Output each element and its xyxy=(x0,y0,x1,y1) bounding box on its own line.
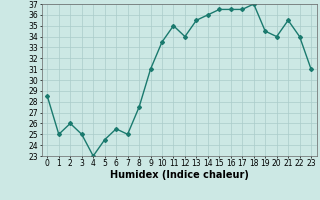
X-axis label: Humidex (Indice chaleur): Humidex (Indice chaleur) xyxy=(110,170,249,180)
